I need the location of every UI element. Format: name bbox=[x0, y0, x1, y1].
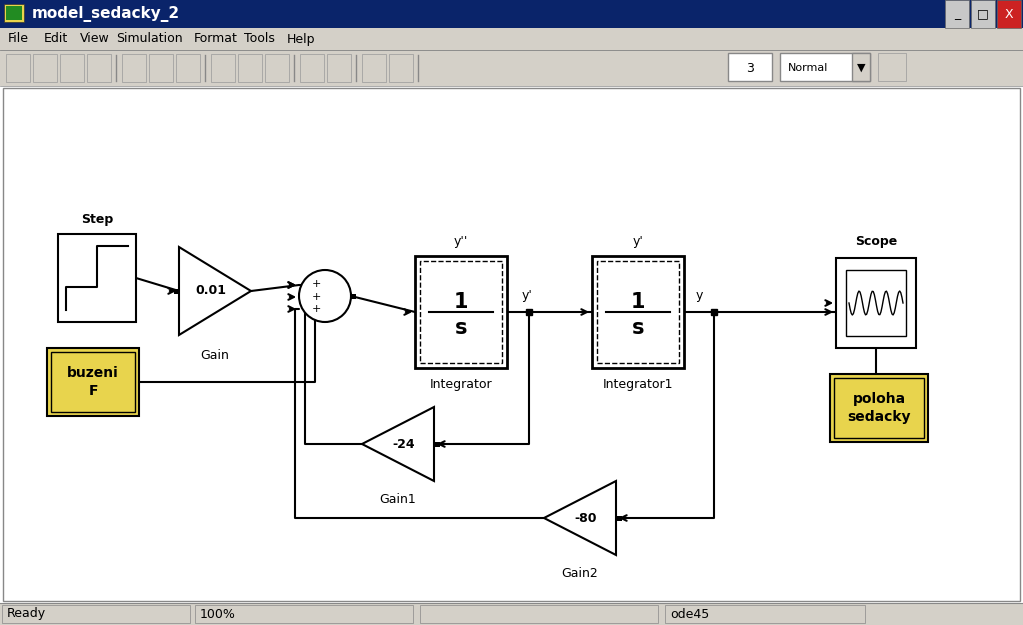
Text: 3: 3 bbox=[746, 61, 754, 74]
Text: Integrator1: Integrator1 bbox=[603, 378, 673, 391]
Text: _: _ bbox=[953, 8, 961, 21]
Text: 1: 1 bbox=[631, 292, 646, 312]
Text: Ready: Ready bbox=[7, 608, 46, 621]
Text: y': y' bbox=[522, 289, 533, 302]
Bar bbox=[435, 441, 440, 446]
Bar bbox=[415, 256, 507, 368]
Text: □: □ bbox=[977, 8, 989, 21]
Bar bbox=[87, 54, 112, 82]
Text: y: y bbox=[696, 289, 704, 302]
Text: +: + bbox=[311, 304, 320, 314]
Text: +: + bbox=[311, 292, 320, 302]
Text: Edit: Edit bbox=[44, 32, 69, 46]
Circle shape bbox=[299, 270, 351, 322]
Bar bbox=[47, 348, 139, 416]
Text: Gain1: Gain1 bbox=[380, 493, 416, 506]
Text: ▼: ▼ bbox=[856, 63, 865, 73]
Text: Gain: Gain bbox=[201, 349, 229, 362]
Text: 1: 1 bbox=[454, 292, 469, 312]
Text: s: s bbox=[455, 318, 468, 338]
Bar bbox=[2, 605, 190, 623]
Bar bbox=[149, 54, 173, 82]
Bar bbox=[852, 53, 870, 81]
Bar bbox=[836, 258, 916, 348]
Bar bbox=[617, 516, 622, 521]
Bar bbox=[834, 378, 924, 438]
Text: View: View bbox=[80, 32, 109, 46]
Bar bbox=[997, 0, 1021, 28]
Text: ode45: ode45 bbox=[670, 608, 709, 621]
Bar bbox=[0, 50, 1023, 86]
Text: Format: Format bbox=[194, 32, 238, 46]
Bar bbox=[58, 234, 136, 322]
Text: 100%: 100% bbox=[201, 608, 236, 621]
Text: X: X bbox=[1005, 8, 1014, 21]
Bar bbox=[420, 605, 658, 623]
Bar bbox=[0, 603, 1023, 625]
Bar bbox=[122, 54, 146, 82]
Bar bbox=[420, 261, 502, 363]
Bar bbox=[33, 54, 57, 82]
Bar bbox=[195, 605, 413, 623]
Bar bbox=[945, 0, 969, 28]
Text: s: s bbox=[632, 318, 644, 338]
Bar bbox=[728, 53, 772, 81]
Bar bbox=[4, 4, 24, 22]
Text: Gain2: Gain2 bbox=[562, 567, 598, 580]
Bar bbox=[6, 54, 30, 82]
Bar bbox=[51, 352, 135, 412]
Text: Integrator: Integrator bbox=[430, 378, 492, 391]
Bar bbox=[176, 54, 201, 82]
Bar bbox=[971, 0, 995, 28]
Text: buzeni
F: buzeni F bbox=[68, 366, 119, 398]
Text: Simulation: Simulation bbox=[116, 32, 183, 46]
Bar bbox=[592, 256, 684, 368]
Bar bbox=[846, 270, 906, 336]
Bar bbox=[174, 289, 178, 294]
Bar bbox=[211, 54, 235, 82]
Text: 0.01: 0.01 bbox=[195, 284, 226, 298]
Bar bbox=[0, 28, 1023, 50]
Text: -80: -80 bbox=[575, 511, 597, 524]
Bar bbox=[878, 53, 906, 81]
Polygon shape bbox=[179, 247, 251, 335]
Text: y': y' bbox=[632, 235, 643, 248]
Bar bbox=[665, 605, 865, 623]
Bar bbox=[389, 54, 413, 82]
Text: Help: Help bbox=[287, 32, 315, 46]
Text: Tools: Tools bbox=[244, 32, 275, 46]
Bar bbox=[351, 294, 356, 299]
Text: -24: -24 bbox=[393, 438, 415, 451]
Bar bbox=[3, 88, 1020, 601]
Text: Scope: Scope bbox=[855, 235, 897, 248]
Bar bbox=[0, 86, 1023, 603]
Bar bbox=[6, 6, 23, 20]
Bar bbox=[0, 0, 1023, 28]
Text: Normal: Normal bbox=[788, 63, 829, 73]
Text: Step: Step bbox=[81, 213, 114, 226]
Bar bbox=[327, 54, 351, 82]
Text: +: + bbox=[311, 279, 320, 289]
Text: y'': y'' bbox=[454, 235, 469, 248]
Polygon shape bbox=[362, 407, 434, 481]
Polygon shape bbox=[544, 481, 616, 555]
Bar bbox=[780, 53, 870, 81]
Text: poloha
sedacky: poloha sedacky bbox=[847, 392, 910, 424]
Text: model_sedacky_2: model_sedacky_2 bbox=[32, 6, 180, 22]
Bar bbox=[265, 54, 290, 82]
Bar bbox=[60, 54, 84, 82]
Bar bbox=[597, 261, 679, 363]
Bar bbox=[362, 54, 386, 82]
Bar bbox=[300, 54, 324, 82]
Bar bbox=[174, 289, 178, 294]
Bar bbox=[238, 54, 262, 82]
Bar bbox=[830, 374, 928, 442]
Bar bbox=[712, 309, 716, 314]
Text: File: File bbox=[8, 32, 29, 46]
